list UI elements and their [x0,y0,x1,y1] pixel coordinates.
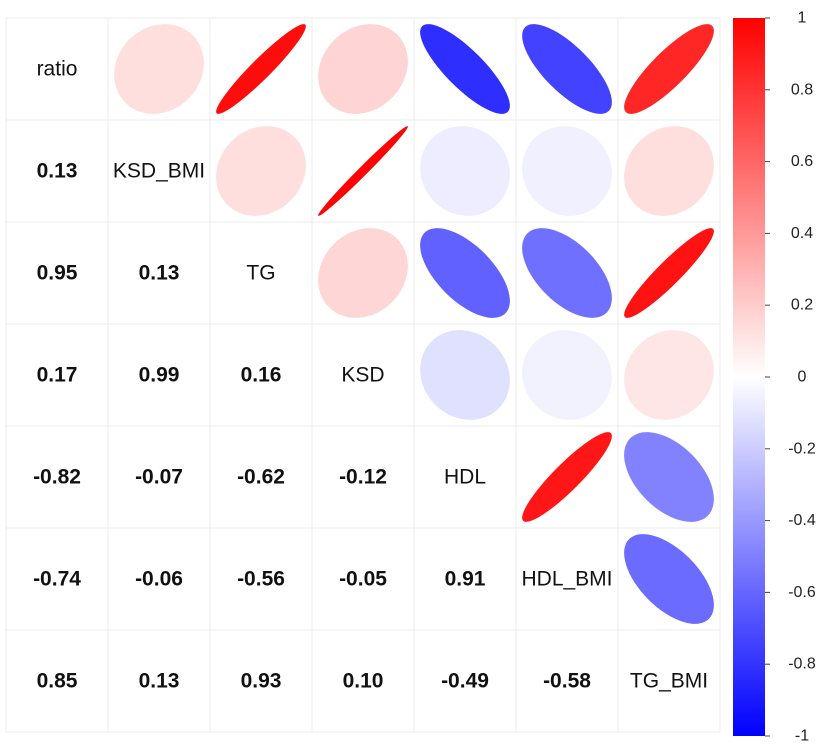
correlation-value: 0.13 [139,262,180,285]
correlation-ellipse [522,126,612,216]
correlation-value: -0.82 [33,466,81,489]
colorbar-tick-label: -0.4 [788,512,816,529]
correlation-ellipse [318,228,408,318]
correlation-ellipse [420,24,510,114]
colorbar-tick-label: -1 [795,728,809,745]
correlation-ellipse [420,126,510,216]
correlation-ellipse [216,24,306,114]
correlation-ellipse [624,228,714,318]
variable-label: HDL_BMI [521,568,612,591]
colorbar: 1 0.8 0.6 0.4 0.2 0 -0.2 -0.4 -0.6 -0.8 -1 [733,10,816,745]
correlation-value: -0.49 [441,670,489,693]
correlation-ellipse [624,534,714,624]
colorbar-tick-label: -0.2 [788,440,816,457]
correlation-ellipse [522,24,612,114]
colorbar-tick-label: 0.8 [791,81,813,98]
correlation-value: -0.12 [339,466,387,489]
variable-label: TG_BMI [630,670,708,693]
correlation-value: -0.58 [543,670,591,693]
correlation-value: 0.13 [37,160,78,183]
colorbar-tick-label: 0.2 [791,297,813,314]
correlation-ellipse [522,228,612,318]
colorbar-tick-label: 0 [798,369,807,386]
correlation-ellipse [624,24,714,114]
correlation-value: 0.16 [241,364,282,387]
correlation-ellipse [318,24,408,114]
correlation-value: 0.95 [37,262,78,285]
correlation-value: 0.13 [139,670,180,693]
correlation-value: -0.06 [135,568,183,591]
variable-label: ratio [37,58,78,81]
matrix-cells: ratio 0.13 KSD_BMI 0.95 0.13 TG 0.17 0.99 0.16 KS… [33,24,714,693]
correlation-ellipse [420,330,510,420]
variable-label: KSD_BMI [113,160,205,183]
correlation-value: -0.07 [135,466,183,489]
colorbar-tick-label: 1 [798,10,807,27]
correlation-value: -0.62 [237,466,285,489]
grid [5,17,721,733]
correlation-ellipse [624,432,714,522]
correlation-ellipse [624,330,714,420]
correlation-ellipse [216,126,306,216]
correlation-value: 0.17 [37,364,78,387]
colorbar-tick-label: 0.6 [791,153,813,170]
colorbar-tick-label: 0.4 [791,225,813,242]
colorbar-gradient [733,18,765,736]
correlation-ellipse [522,432,612,522]
correlation-value: 0.91 [445,568,486,591]
correlation-value: -0.05 [339,568,387,591]
correlation-value: 0.99 [139,364,180,387]
correlation-value: 0.10 [343,670,384,693]
correlation-ellipse [420,228,510,318]
colorbar-tick-label: -0.6 [788,584,816,601]
variable-label: KSD [341,364,384,387]
colorbar-tick-label: -0.8 [788,656,816,673]
correlation-value: -0.56 [237,568,285,591]
correlation-value: 0.93 [241,670,282,693]
correlation-ellipse [318,126,408,216]
variable-label: HDL [444,466,486,489]
correlation-ellipse [114,24,204,114]
correlation-ellipse [522,330,612,420]
correlation-value: 0.85 [37,670,78,693]
correlation-ellipse [624,126,714,216]
variable-label: TG [246,262,275,285]
correlation-value: -0.74 [33,568,81,591]
